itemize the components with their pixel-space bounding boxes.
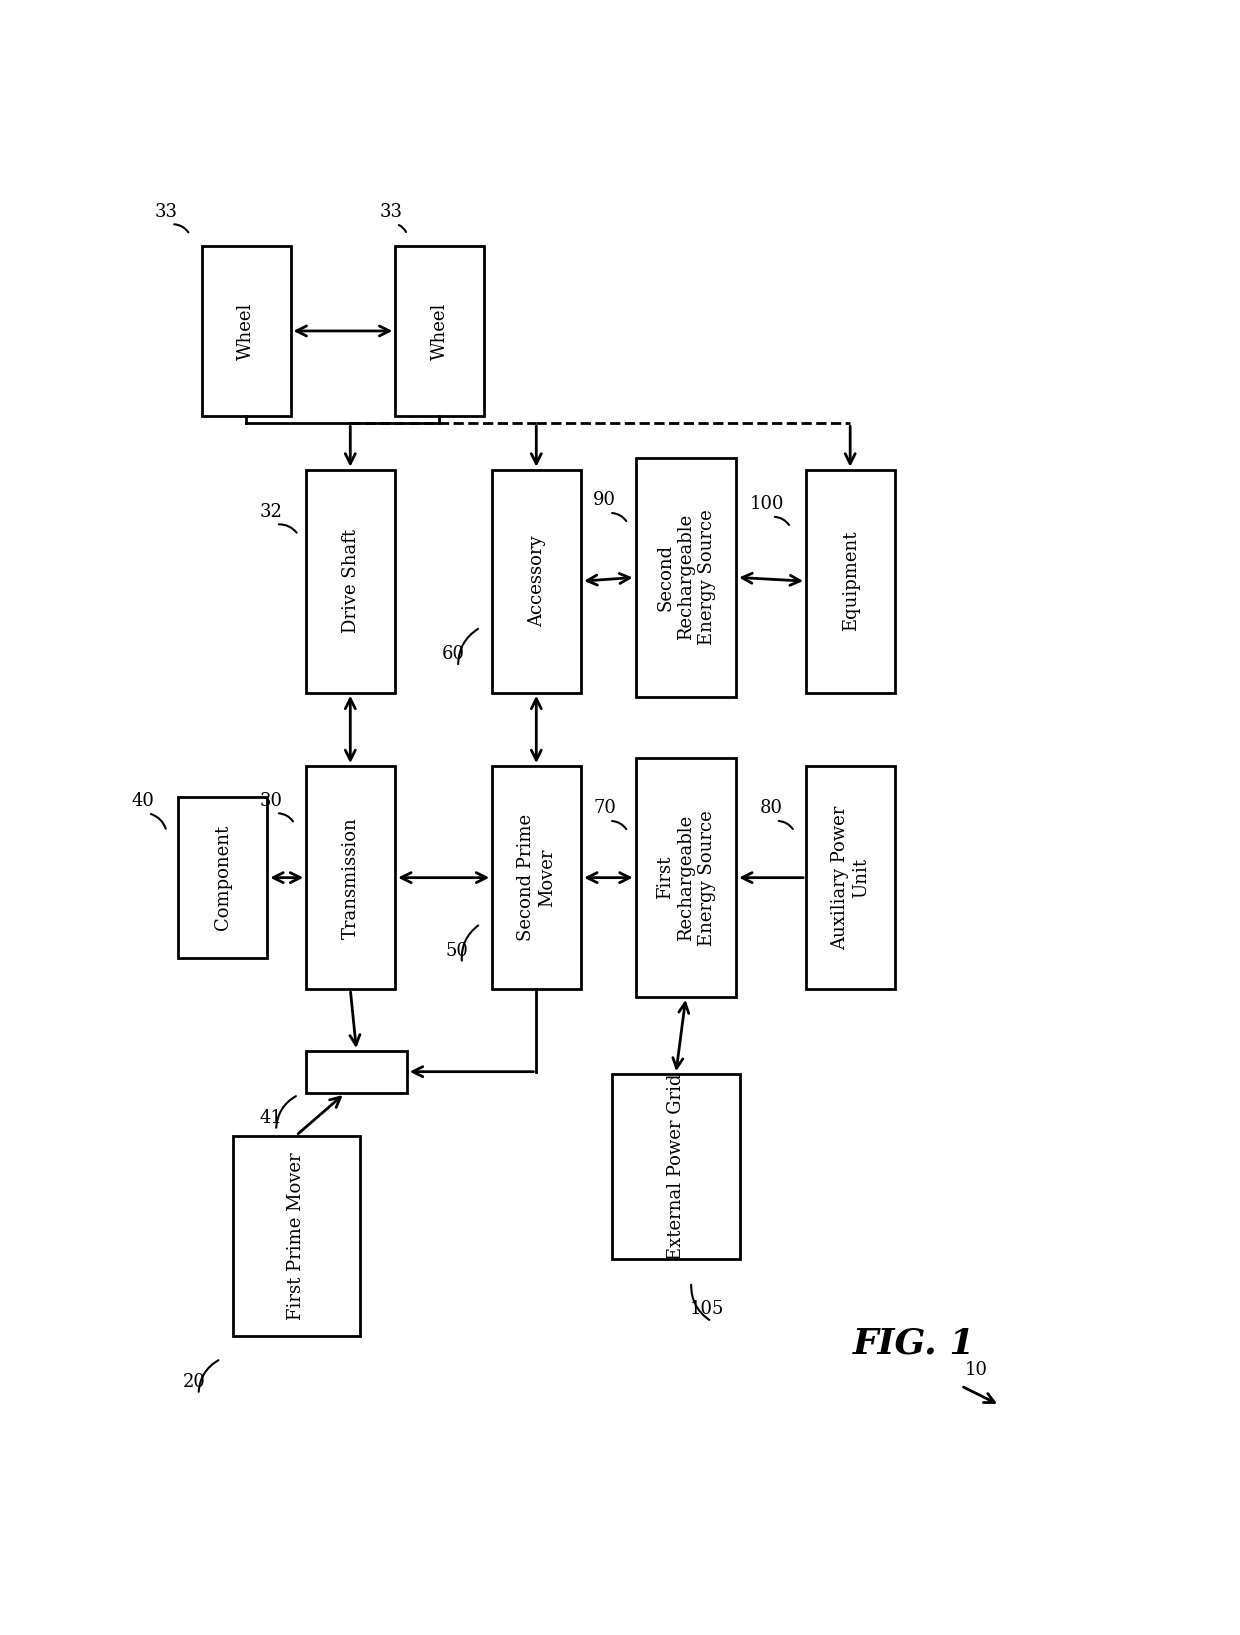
Text: 50: 50 (446, 942, 469, 960)
Bar (492, 469, 582, 693)
Text: 105: 105 (689, 1300, 724, 1318)
Text: Component: Component (213, 826, 232, 930)
Text: Wheel: Wheel (430, 302, 449, 360)
Text: Accessory: Accessory (528, 535, 546, 626)
Text: 40: 40 (131, 791, 155, 809)
Text: Transmission: Transmission (342, 818, 360, 938)
Bar (635, 458, 737, 697)
Text: 70: 70 (593, 800, 616, 818)
Bar (201, 247, 290, 415)
Text: Second
Rechargeable
Energy Source: Second Rechargeable Energy Source (656, 510, 715, 646)
Text: External Power Grid: External Power Grid (667, 1073, 686, 1259)
Text: 32: 32 (260, 504, 283, 522)
Bar (806, 767, 895, 989)
Text: Equipment: Equipment (842, 531, 859, 631)
Bar (306, 469, 396, 693)
Text: First
Rechargeable
Energy Source: First Rechargeable Energy Source (656, 809, 715, 945)
Bar (613, 1074, 740, 1259)
Text: 60: 60 (441, 646, 465, 664)
Bar (306, 767, 396, 989)
Bar (492, 767, 582, 989)
Text: FIG. 1: FIG. 1 (853, 1326, 976, 1360)
Text: Drive Shaft: Drive Shaft (342, 530, 360, 633)
Bar (306, 1051, 407, 1094)
Bar (806, 469, 895, 693)
Text: 41: 41 (260, 1109, 283, 1127)
Text: 90: 90 (593, 492, 616, 510)
Text: First Prime Mover: First Prime Mover (288, 1153, 305, 1319)
Bar (396, 247, 485, 415)
Text: 100: 100 (750, 495, 785, 513)
Text: 80: 80 (760, 800, 782, 818)
Text: Wheel: Wheel (237, 302, 255, 360)
Bar (179, 796, 268, 958)
Text: 33: 33 (155, 203, 179, 221)
Text: 30: 30 (259, 791, 283, 809)
Text: Second Prime
Mover: Second Prime Mover (517, 814, 556, 942)
Text: 20: 20 (182, 1373, 205, 1391)
Bar (635, 759, 737, 997)
Text: 10: 10 (965, 1362, 988, 1380)
Bar (233, 1136, 361, 1336)
Text: Auxiliary Power
Unit: Auxiliary Power Unit (831, 806, 870, 950)
Text: 33: 33 (379, 203, 403, 221)
